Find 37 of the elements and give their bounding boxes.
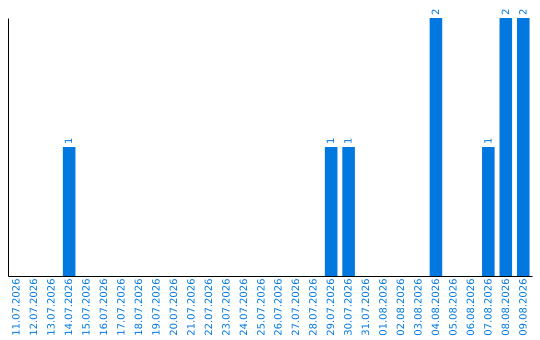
x-tick-label: 16.07.2026 bbox=[99, 278, 110, 336]
x-tick-label: 04.08.2026 bbox=[430, 278, 442, 336]
x-tick-label: 29.07.2026 bbox=[326, 278, 338, 336]
x-tick-label: 23.07.2026 bbox=[221, 278, 232, 336]
x-tick-label: 03.08.2026 bbox=[413, 278, 424, 336]
data-label: 1 bbox=[344, 138, 355, 144]
x-tick-label: 14.07.2026 bbox=[64, 278, 76, 336]
x-tick-label: 07.08.2026 bbox=[483, 278, 494, 336]
x-tick-label: 06.08.2026 bbox=[466, 278, 477, 336]
data-label: 1 bbox=[64, 138, 76, 144]
x-tick-label: 05.08.2026 bbox=[448, 278, 460, 336]
x-tick-label: 01.08.2026 bbox=[378, 278, 390, 336]
x-tick-label: 27.07.2026 bbox=[291, 278, 302, 336]
x-tick-label: 20.07.2026 bbox=[168, 278, 180, 336]
x-tick-label: 11.07.2026 bbox=[12, 278, 23, 336]
x-tick-label: 22.07.2026 bbox=[204, 278, 215, 336]
data-label: 2 bbox=[518, 8, 530, 15]
x-tick-label: 21.07.2026 bbox=[186, 278, 198, 336]
x-tick-label: 17.07.2026 bbox=[116, 278, 128, 336]
x-tick-label: 02.08.2026 bbox=[396, 278, 407, 336]
data-label: 2 bbox=[430, 8, 442, 15]
x-tick-label: 08.08.2026 bbox=[500, 278, 512, 336]
x-tick-label: 12.07.2026 bbox=[29, 278, 40, 336]
x-tick-label: 31.07.2026 bbox=[361, 278, 372, 336]
x-tick-label: 28.07.2026 bbox=[308, 278, 320, 336]
x-tick-label: 13.07.2026 bbox=[46, 278, 58, 336]
x-tick-label: 19.07.2026 bbox=[151, 278, 162, 336]
x-tick-label: 25.07.2026 bbox=[256, 278, 268, 336]
x-tick-label: 26.07.2026 bbox=[274, 278, 285, 336]
x-tick-label: 18.07.2026 bbox=[134, 278, 145, 336]
x-tick-label: 15.07.2026 bbox=[82, 278, 93, 336]
data-label: 2 bbox=[500, 8, 512, 15]
x-tick-label: 24.07.2026 bbox=[238, 278, 250, 336]
data-label: 1 bbox=[326, 138, 338, 144]
data-label: 1 bbox=[483, 138, 494, 144]
x-tick-label: 09.08.2026 bbox=[518, 278, 530, 336]
x-tick-label: 30.07.2026 bbox=[344, 278, 355, 336]
